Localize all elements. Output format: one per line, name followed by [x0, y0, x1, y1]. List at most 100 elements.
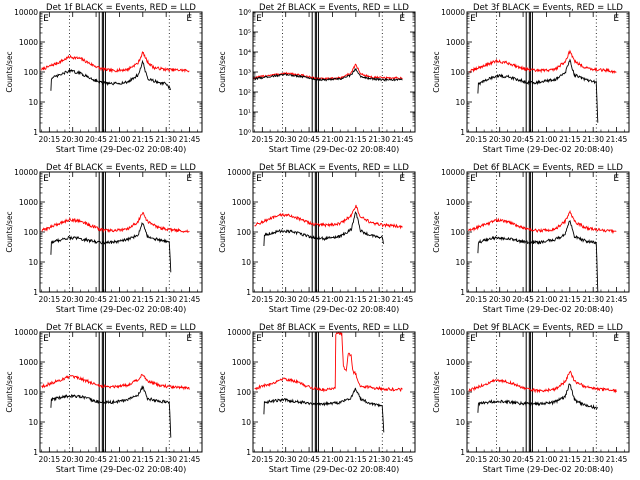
y-tick-label: 1000	[232, 358, 251, 367]
lld-series-line	[41, 51, 190, 74]
y-tick-label: 100	[237, 228, 252, 237]
x-tick-label: 20:30	[62, 135, 84, 144]
panel-title: Det 9f BLACK = Events, RED = LLD	[473, 323, 623, 333]
y-tick-label: 1	[246, 448, 251, 457]
y-axis-label: Counts/sec	[5, 51, 14, 92]
x-tick-label: 21:30	[155, 295, 177, 304]
events-series-line	[50, 385, 172, 438]
y-tick-label: 1	[33, 448, 38, 457]
y-tick-label: 10000	[441, 168, 465, 177]
x-tick-label: 21:00	[322, 135, 344, 144]
x-tick-label: 21:15	[132, 455, 154, 464]
y-tick-label: 1	[460, 128, 465, 137]
x-tick-label: 21:30	[582, 295, 604, 304]
y-tick-label: 1000	[19, 358, 38, 367]
y-tick-label: 10	[455, 418, 465, 427]
x-tick-label: 20:45	[85, 455, 107, 464]
events-series-line	[50, 59, 172, 91]
y-tick-label: 10	[241, 258, 251, 267]
x-tick-label: 21:00	[109, 135, 131, 144]
y-axis-label: Counts/sec	[218, 51, 227, 92]
x-tick-label: 20:30	[62, 295, 84, 304]
x-tick-label: 21:15	[345, 455, 367, 464]
x-tick-label: 20:15	[252, 295, 274, 304]
lld-series-line	[468, 209, 617, 235]
y-tick-label: 10000	[14, 8, 38, 17]
corner-marker: E	[186, 14, 192, 24]
y-tick-label: 10000	[227, 328, 251, 337]
corner-marker: E	[43, 174, 49, 184]
y-tick-label: 10000	[14, 168, 38, 177]
y-tick-label: 10	[28, 98, 38, 107]
x-tick-label: 21:45	[606, 455, 628, 464]
lld-series-line	[468, 49, 617, 75]
x-tick-label: 20:15	[252, 455, 274, 464]
x-tick-label: 21:30	[582, 455, 604, 464]
x-tick-label: 21:00	[322, 455, 344, 464]
panel-title: Det 8f BLACK = Events, RED = LLD	[259, 323, 409, 333]
x-axis-label: Start Time (29-Dec-02 20:08:40)	[56, 465, 187, 474]
y-tick-label: 100	[24, 228, 39, 237]
x-axis-label: Start Time (29-Dec-02 20:08:40)	[269, 305, 400, 314]
x-tick-label: 21:00	[536, 455, 558, 464]
x-tick-label: 21:45	[606, 295, 628, 304]
x-tick-label: 21:15	[559, 295, 581, 304]
x-tick-label: 21:45	[179, 455, 201, 464]
corner-marker: E	[43, 334, 49, 344]
x-tick-label: 20:45	[512, 135, 534, 144]
corner-marker: E	[470, 174, 476, 184]
y-tick-label: 10000	[227, 168, 251, 177]
corner-marker: E	[470, 334, 476, 344]
events-series-line	[477, 58, 599, 123]
x-tick-label: 20:15	[466, 455, 488, 464]
y-tick-label: 100	[451, 68, 466, 77]
corner-marker: E	[256, 174, 262, 184]
lld-series-line	[254, 331, 403, 393]
x-tick-label: 21:15	[132, 135, 154, 144]
x-tick-label: 21:45	[392, 135, 414, 144]
y-tick-label: 1000	[446, 38, 465, 47]
x-tick-label: 21:15	[132, 295, 154, 304]
x-tick-label: 20:30	[275, 295, 297, 304]
corner-marker: E	[399, 14, 405, 24]
x-tick-label: 21:00	[536, 135, 558, 144]
x-tick-label: 20:45	[298, 295, 320, 304]
x-tick-label: 21:15	[345, 295, 367, 304]
plot-frame	[39, 171, 203, 293]
panel-title: Det 4f BLACK = Events, RED = LLD	[46, 163, 196, 173]
corner-marker: E	[43, 14, 49, 24]
plot-frame	[252, 11, 416, 133]
y-tick-label: 1000	[19, 198, 38, 207]
x-tick-label: 20:45	[85, 295, 107, 304]
y-tick-label: 10²	[238, 88, 251, 97]
y-axis-label: Counts/sec	[218, 211, 227, 252]
corner-marker: E	[256, 14, 262, 24]
y-tick-label: 100	[24, 68, 39, 77]
y-axis-label: Counts/sec	[432, 371, 441, 412]
x-tick-label: 20:30	[275, 135, 297, 144]
y-tick-label: 10	[455, 258, 465, 267]
x-tick-label: 21:30	[368, 295, 390, 304]
x-tick-label: 21:45	[179, 295, 201, 304]
lld-series-line	[41, 373, 190, 391]
y-axis-label: Counts/sec	[432, 211, 441, 252]
x-tick-label: 21:30	[368, 455, 390, 464]
panel-title: Det 5f BLACK = Events, RED = LLD	[259, 163, 409, 173]
plot-frame	[39, 11, 203, 133]
x-axis-label: Start Time (29-Dec-02 20:08:40)	[56, 305, 187, 314]
x-axis-label: Start Time (29-Dec-02 20:08:40)	[483, 465, 614, 474]
x-tick-label: 20:45	[85, 135, 107, 144]
y-tick-label: 100	[237, 388, 252, 397]
panel-title: Det 6f BLACK = Events, RED = LLD	[473, 163, 623, 173]
y-tick-label: 1	[460, 448, 465, 457]
panel-title: Det 2f BLACK = Events, RED = LLD	[259, 3, 409, 13]
events-series-line	[252, 67, 403, 82]
lld-series-line	[254, 204, 403, 230]
x-axis-label: Start Time (29-Dec-02 20:08:40)	[56, 145, 187, 154]
x-tick-label: 20:15	[466, 295, 488, 304]
